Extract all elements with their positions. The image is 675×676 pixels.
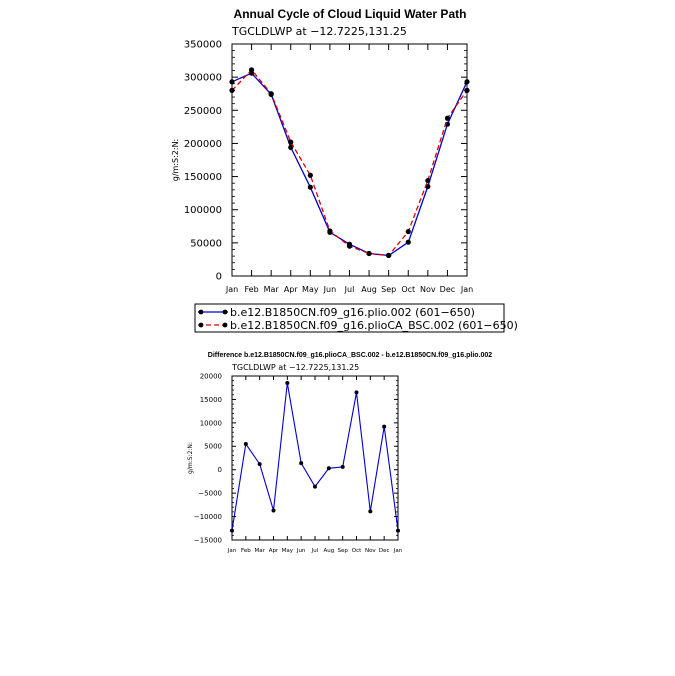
x-tick-label: Oct: [352, 548, 362, 554]
y-tick-label: −15000: [194, 536, 222, 544]
chart-title: Annual Cycle of Cloud Liquid Water Path: [234, 7, 467, 21]
plot-frame: [231, 375, 399, 541]
y-axis-label: g/m:S:2:N:: [187, 442, 194, 474]
series-1-point: [271, 508, 276, 513]
legend-label-1: b.e12.B1850CN.f09_g16.plio.002 (601−650): [230, 306, 475, 319]
series-1-point: [405, 239, 411, 245]
x-tick-label: Aug: [361, 285, 377, 294]
series-1-point: [368, 509, 373, 514]
legend-marker: [198, 322, 204, 328]
series-2-point: [327, 228, 333, 234]
x-tick-label: Aug: [323, 548, 334, 554]
y-tick-label: 100000: [184, 205, 222, 216]
x-tick-label: Dec: [379, 548, 390, 554]
series-2-point: [425, 177, 431, 184]
y-tick-label: 0: [216, 272, 222, 283]
y-tick-label: 350000: [184, 40, 222, 51]
legend-marker: [198, 309, 204, 315]
series-2-point: [366, 250, 372, 257]
series-1-point: [313, 484, 317, 489]
y-tick-label: 200000: [184, 139, 222, 150]
x-tick-label: Apr: [269, 548, 279, 554]
x-tick-label: Jan: [227, 548, 237, 554]
y-axis-label: g/m:S:2:N:: [171, 139, 180, 182]
x-tick-label: Mar: [254, 548, 265, 554]
y-tick-label: 0: [218, 466, 222, 474]
x-tick-label: May: [302, 285, 319, 294]
series-2-point: [229, 87, 235, 93]
x-tick-label: Jun: [323, 285, 337, 294]
legend-marker: [222, 309, 228, 315]
series-1-point: [299, 461, 304, 466]
y-tick-label: 150000: [184, 172, 222, 183]
series-2-point: [288, 139, 294, 145]
series-1-point: [257, 462, 262, 467]
series-1-point: [229, 79, 235, 85]
series-2-point: [268, 91, 274, 97]
y-tick-label: 20000: [200, 372, 222, 380]
series-line-1: [231, 382, 399, 531]
series-1-point: [243, 441, 248, 446]
series-1-point: [396, 528, 400, 533]
series-line-2: [231, 68, 468, 257]
y-tick-label: −10000: [194, 513, 222, 521]
chart-2: Difference b.e12.B1850CN.f09_g16.plioCA_…: [187, 352, 492, 554]
series-2-point: [444, 115, 451, 121]
x-tick-label: Dec: [440, 285, 455, 294]
series-2-point: [346, 243, 353, 249]
chart-subtitle: TGCLDLWP at −12.7225,131.25: [231, 25, 407, 38]
legend-marker: [222, 322, 228, 328]
y-tick-label: 300000: [184, 73, 222, 84]
series-1-point: [285, 381, 290, 386]
x-tick-label: Mar: [264, 285, 280, 294]
x-tick-label: Feb: [244, 285, 258, 294]
series-2-point: [386, 252, 392, 259]
y-tick-label: 10000: [200, 419, 222, 427]
x-tick-label: Nov: [420, 285, 436, 294]
y-tick-label: 50000: [190, 238, 222, 249]
series-line-1: [231, 72, 468, 257]
series-2-point: [248, 67, 255, 73]
x-tick-label: Jan: [225, 285, 238, 294]
x-tick-label: Jan: [460, 285, 473, 294]
chart-1: Annual Cycle of Cloud Liquid Water Path T…: [171, 7, 518, 333]
series-1-point: [340, 464, 345, 469]
plot-frame: [231, 43, 468, 277]
chart-title: Difference b.e12.B1850CN.f09_g16.plioCA_…: [208, 352, 493, 359]
chart-subtitle: TGCLDLWP at −12.7225,131.25: [231, 363, 359, 372]
x-tick-label: Sep: [381, 285, 396, 294]
x-tick-label: Jul: [344, 285, 355, 294]
y-tick-label: 15000: [200, 396, 222, 404]
x-tick-label: Nov: [365, 548, 376, 554]
x-tick-label: Jan: [393, 548, 403, 554]
series-2-point: [464, 87, 470, 93]
y-tick-label: −5000: [198, 490, 222, 498]
series-1-point: [307, 184, 313, 190]
series-1-point: [354, 390, 359, 395]
y-tick-label: 250000: [184, 106, 222, 117]
series-2-point: [307, 172, 313, 178]
legend-box: [194, 303, 505, 333]
x-tick-label: Feb: [241, 548, 251, 554]
series-1-point: [288, 144, 294, 151]
x-tick-label: May: [282, 548, 294, 554]
series-1-point: [230, 528, 234, 533]
x-tick-label: Oct: [401, 285, 415, 294]
y-tick-label: 5000: [204, 443, 222, 451]
series-2-point: [405, 228, 411, 235]
x-tick-label: Jun: [296, 548, 306, 554]
legend-label-2: b.e12.B1850CN.f09_g16.plioCA_BSC.002 (60…: [230, 319, 518, 332]
series-1-point: [464, 79, 470, 85]
x-tick-label: Jul: [311, 548, 319, 554]
x-tick-label: Apr: [284, 285, 299, 294]
x-tick-label: Sep: [337, 548, 348, 554]
series-1-point: [382, 424, 387, 429]
series-1-point: [326, 466, 331, 471]
